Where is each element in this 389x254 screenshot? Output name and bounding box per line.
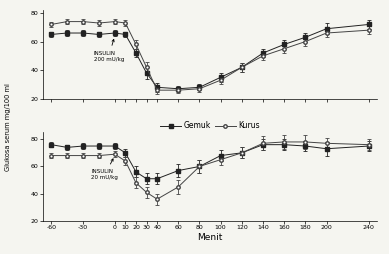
X-axis label: Menit: Menit xyxy=(197,233,223,242)
Text: INSULIN
200 mU/kg: INSULIN 200 mU/kg xyxy=(94,39,124,61)
Text: Glukosa serum mg/100 ml: Glukosa serum mg/100 ml xyxy=(5,83,11,171)
Legend: Gemuk, Kurus: Gemuk, Kurus xyxy=(157,118,263,133)
Text: INSULIN
20 mU/kg: INSULIN 20 mU/kg xyxy=(91,159,118,180)
